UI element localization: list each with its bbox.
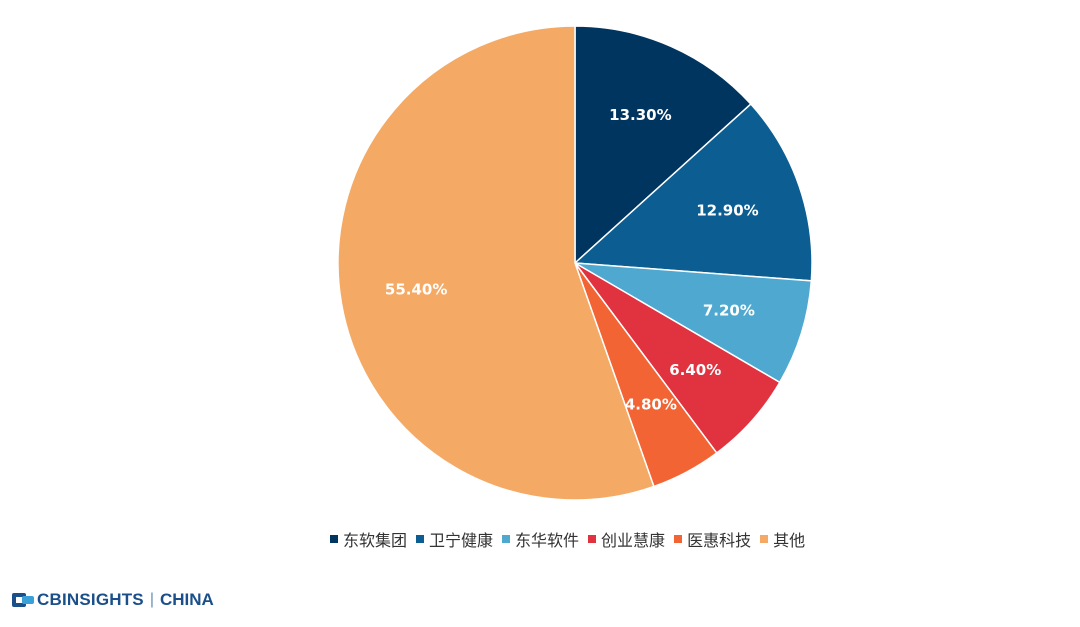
legend-swatch-icon (416, 535, 425, 543)
slice-value-label-5: 4.80% (625, 396, 677, 414)
legend-item-3: 东华软件 (502, 527, 579, 551)
legend-swatch-icon (588, 535, 597, 543)
legend-item-2: 卫宁健康 (416, 527, 493, 551)
brand-region: CHINA (160, 590, 214, 609)
cb-logo-icon (12, 593, 34, 607)
legend-swatch-icon (502, 535, 511, 543)
pie-chart: 13.30% 12.90% 7.20% 6.40% 4.80% 55.40% (337, 25, 813, 501)
legend-label: 其他 (773, 531, 806, 550)
pie-slice-2 (573, 102, 813, 282)
legend-item-4: 创业慧康 (588, 527, 665, 551)
pie-slices (337, 25, 813, 501)
brand-separator: | (149, 591, 154, 608)
slice-value-label-3: 7.20% (703, 301, 755, 319)
legend-swatch-icon (760, 535, 769, 543)
legend-item-5: 医惠科技 (674, 527, 751, 551)
pie-slice-3 (574, 262, 813, 384)
chart-legend: 东软集团 卫宁健康 东华软件 创业慧康 医惠科技 其他 (330, 527, 805, 551)
legend-label: 创业慧康 (601, 531, 666, 550)
legend-label: 卫宁健康 (429, 531, 494, 550)
cbinsights-china-logo: CBINSIGHTS | CHINA (12, 590, 214, 610)
slice-value-label-2: 12.90% (696, 201, 758, 219)
legend-swatch-icon (330, 535, 338, 543)
legend-label: 东华软件 (515, 531, 580, 550)
legend-item-1: 东软集团 (330, 527, 407, 551)
pie-slice-6 (337, 25, 655, 501)
pie-slice-1 (574, 25, 752, 265)
legend-label: 医惠科技 (687, 531, 752, 550)
slice-value-label-6: 55.40% (385, 281, 447, 299)
slice-value-label-4: 6.40% (669, 361, 721, 379)
slice-value-label-1: 13.30% (609, 106, 671, 124)
legend-swatch-icon (674, 535, 683, 543)
legend-label: 东软集团 (343, 531, 408, 550)
legend-item-6: 其他 (760, 527, 805, 551)
brand-name: CBINSIGHTS (37, 590, 144, 609)
pie-labels: 13.30% 12.90% 7.20% 6.40% 4.80% 55.40% (385, 106, 759, 413)
